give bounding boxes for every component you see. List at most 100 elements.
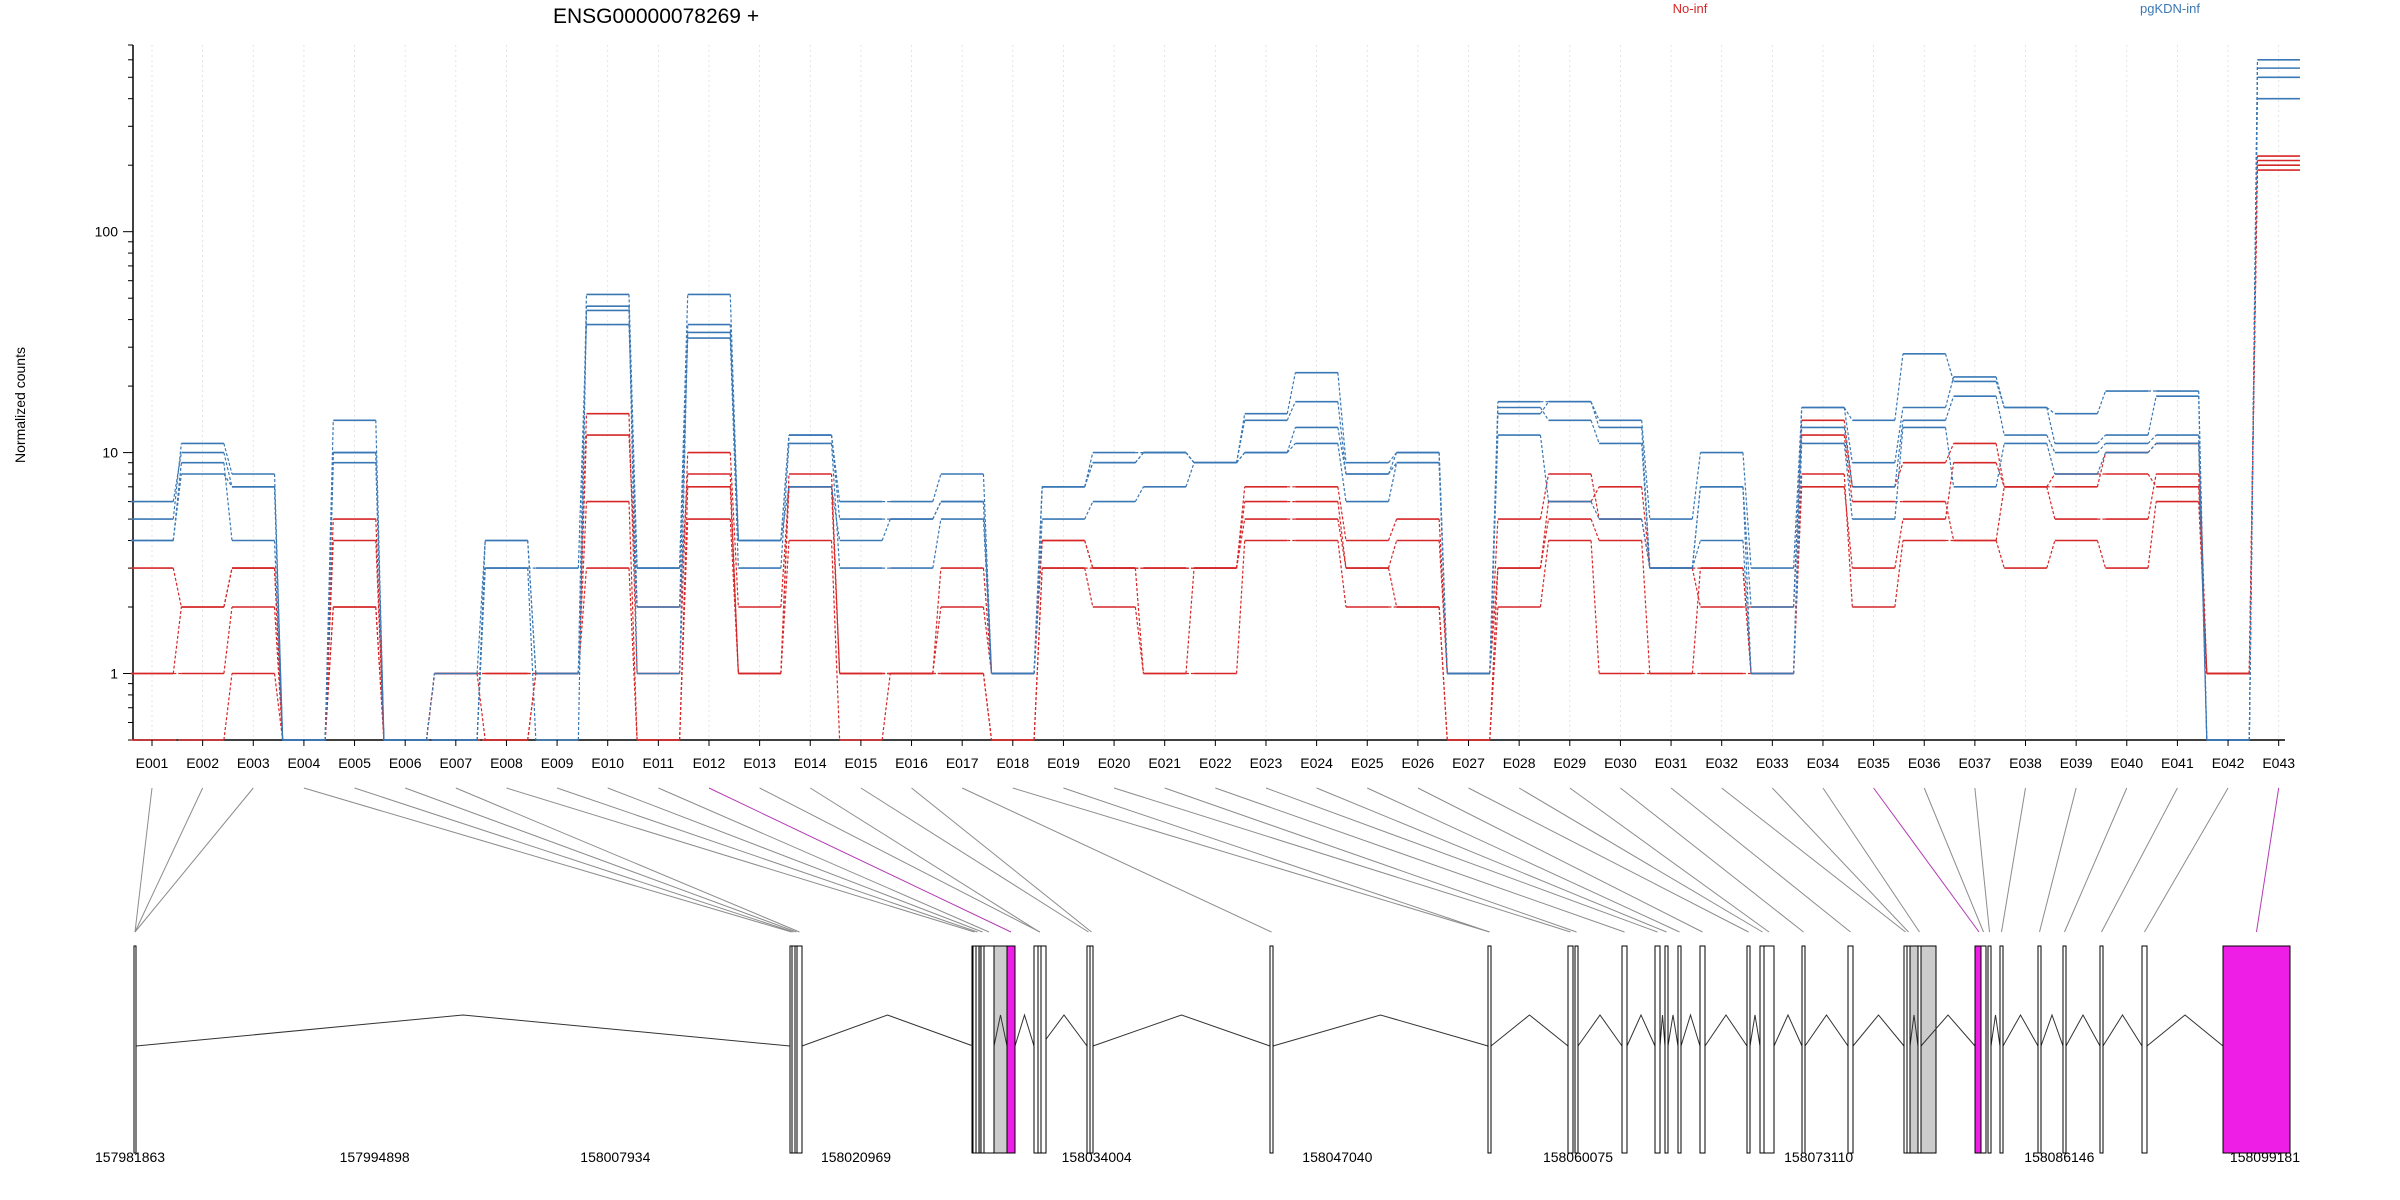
segment-E035 (1894, 407, 1904, 463)
x-tick-label-E028: E028 (1503, 755, 1536, 771)
segment-E012 (729, 294, 739, 541)
x-tick-label-E025: E025 (1351, 755, 1384, 771)
segment-E017 (982, 473, 993, 674)
segment-E037 (1995, 540, 2005, 569)
segment-E020 (1134, 606, 1145, 674)
segment-E041 (2198, 486, 2208, 674)
segment-E009 (577, 310, 588, 741)
segment-E030 (1641, 427, 1651, 569)
connector-E035 (1873, 787, 1980, 933)
segment-E040 (2147, 434, 2157, 444)
intron-40 (2065, 1013, 2101, 1047)
segment-E019 (1084, 452, 1094, 487)
segment-E035 (1894, 427, 1904, 520)
segment-E035 (1894, 420, 1904, 487)
segment-E037 (1995, 443, 2005, 487)
segment-E003 (273, 473, 284, 741)
y-tick-label: 10 (102, 445, 118, 461)
segment-E028 (1539, 435, 1550, 502)
x-tick-label-E031: E031 (1655, 755, 1688, 771)
segment-E032 (1742, 568, 1752, 674)
segment-E018 (1033, 519, 1043, 674)
segment-E024 (1337, 486, 1347, 541)
segment-E002 (223, 606, 233, 674)
grid (151, 45, 2280, 740)
x-tick-label-E022: E022 (1199, 755, 1232, 771)
genome-tick-4: 158020969 (821, 1149, 891, 1165)
genome-tick-9: 158086146 (2024, 1149, 2094, 1165)
segment-E004 (324, 452, 334, 741)
segment-E037 (1995, 462, 2005, 488)
segment-E032 (1742, 540, 1752, 674)
x-tick-label-E018: E018 (996, 755, 1029, 771)
segment-E038 (2046, 443, 2056, 475)
segment-E042 (2248, 59, 2259, 741)
x-tick-label-E041: E041 (2161, 755, 2194, 771)
intron-33 (1909, 1014, 1919, 1047)
segment-E024 (1337, 518, 1347, 569)
segment-E013 (780, 486, 790, 541)
exon-E019 (1487, 945, 1492, 1154)
segment-E020 (1134, 568, 1145, 674)
connector-E043 (2256, 787, 2280, 933)
connector-E007 (455, 787, 800, 933)
x-tick-label-E039: E039 (2060, 755, 2093, 771)
segment-E026 (1438, 452, 1448, 674)
series-pgKDN-inf-5 (130, 97, 2300, 741)
segment-E030 (1641, 540, 1651, 674)
segment-E038 (2046, 473, 2056, 488)
segment-E015 (881, 673, 891, 741)
intron-30 (1804, 1014, 1849, 1047)
connector-E037 (1974, 787, 1990, 933)
x-tick-label-E038: E038 (2009, 755, 2042, 771)
segment-E037 (1995, 396, 2005, 436)
segment-E013 (780, 435, 790, 541)
segment-E011 (679, 294, 689, 569)
legend-no-inf: No-inf (1673, 1, 1708, 16)
connector-E024 (1316, 787, 1667, 933)
connector-E006 (405, 787, 797, 933)
segment-E034 (1843, 407, 1853, 463)
segment-E013 (780, 473, 790, 674)
exon-E016 (1089, 945, 1094, 1154)
intron-31 (1852, 1014, 1905, 1047)
segment-E020 (1134, 452, 1144, 464)
x-tick-label-E001: E001 (136, 755, 169, 771)
segment-E035 (1894, 462, 1904, 488)
y-tick-label: 1 (110, 666, 118, 682)
segment-E012 (729, 519, 739, 674)
x-tick-label-E011: E011 (643, 755, 675, 771)
intron-26 (1704, 1014, 1748, 1047)
connector-E001 (134, 787, 153, 933)
connector-E013 (759, 787, 1041, 933)
segment-E009 (577, 501, 588, 674)
segment-E002 (223, 462, 233, 541)
x-tick-label-E034: E034 (1807, 755, 1840, 771)
segment-E023 (1286, 401, 1296, 421)
connector-E012 (708, 787, 1012, 933)
exon-E027 (1746, 945, 1751, 1154)
segment-E021 (1185, 462, 1195, 488)
x-tick-label-E003: E003 (237, 755, 270, 771)
connector-E011 (658, 787, 990, 933)
segment-E018 (1033, 568, 1043, 741)
segment-E019 (1084, 501, 1094, 520)
x-tick-label-E033: E033 (1756, 755, 1789, 771)
intron-12 (1014, 1013, 1035, 1047)
exon-E043 (2222, 945, 2291, 1154)
genome-tick-1: 157981863 (95, 1149, 165, 1165)
segment-E022 (1236, 486, 1246, 569)
segment-E034 (1843, 407, 1853, 421)
exon-E030 (1801, 945, 1806, 1154)
segment-E033 (1792, 473, 1803, 674)
exon-E007 (796, 945, 803, 1154)
segment-E041 (2198, 391, 2208, 741)
segment-E019 (1084, 540, 1094, 569)
segment-E018 (1033, 486, 1043, 674)
series-lines (130, 58, 2300, 741)
connector-E028 (1518, 787, 1763, 933)
segment-E003 (273, 568, 284, 741)
segment-E018 (1033, 486, 1043, 674)
segment-E029 (1590, 420, 1600, 444)
segment-E001 (172, 462, 182, 541)
